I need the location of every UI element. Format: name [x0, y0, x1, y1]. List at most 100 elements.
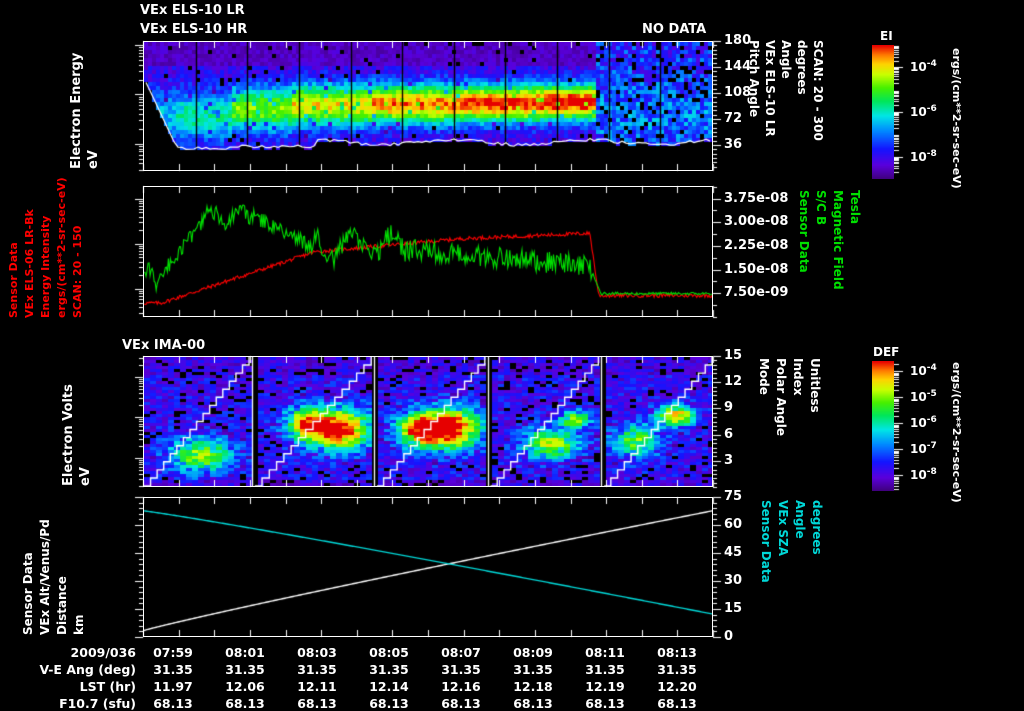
panel3-colorbar-name: DEF: [873, 345, 900, 359]
bottom-table-cell-r0-c0: 07:59: [153, 645, 193, 660]
panel3-colorbar-units-line-0: ergs/(cm**2-sr-sec-eV): [950, 362, 963, 503]
panel3-right-axis-label-line-3: Unitless: [808, 358, 822, 413]
panel4-right-axis-label-line-3: degrees: [810, 500, 824, 555]
bottom-table-cell-r3-c4: 68.13: [441, 696, 481, 711]
panel1-cb-tick-2: 10-8: [910, 148, 937, 164]
bottom-table-cell-r0-c4: 08:07: [441, 645, 481, 660]
panel1-right-axis-label-line-3: degrees: [795, 40, 809, 95]
bottom-table-cell-r2-c0: 11.97: [153, 679, 193, 694]
bottom-table-cell-r3-c3: 68.13: [369, 696, 409, 711]
panel1-colorbar-units-line-0: ergs/(cm**2-sr-sec-eV): [950, 48, 963, 189]
panel3-right-tick-12: 12: [724, 374, 743, 390]
bottom-table-cell-r0-c1: 08:01: [225, 645, 265, 660]
panel3-right-axis-label-line-2: Index: [791, 358, 805, 396]
panel1-right-axis-label-line-2: Angle: [779, 40, 793, 79]
panel3-right-axis-label-line-1: Polar Angle: [774, 358, 788, 437]
panel1-cb-tick-0: 10-4: [910, 59, 937, 75]
panel2-right-tick-3: 1.50e-08: [724, 261, 789, 277]
panel4-right-tick-0: 0: [724, 629, 734, 644]
panel2-left-axis-label-line-3: ergs/(cm**2-sr-sec-eV): [55, 177, 68, 318]
bottom-table-cell-r2-c4: 12.16: [441, 679, 481, 694]
bottom-table-cell-r1-c7: 31.35: [657, 662, 697, 677]
panel2-right-tick-4: 7.50e-09: [724, 285, 789, 301]
bottom-table-cell-r0-c2: 08:03: [297, 645, 337, 660]
panel1-left-axis-label-line-0: Electron Energy: [69, 52, 84, 169]
panel3-cb-tick-1: 10-5: [910, 389, 937, 405]
panel4-right-tick-45: 45: [724, 545, 743, 560]
panel1-colorbar: [872, 45, 894, 179]
panel1-right-tick-72: 72: [724, 111, 743, 126]
panel3-left-axis-label-line-1: eV: [78, 467, 93, 486]
bottom-table-cell-r2-c5: 12.18: [513, 679, 553, 694]
panel1-axis-ticks: [113, 36, 733, 178]
bottom-table-row-label-1: V-E Ang (deg): [39, 662, 136, 677]
panel3-right-tick-3: 3: [724, 452, 734, 468]
bottom-table-row-label-2: LST (hr): [79, 679, 136, 694]
panel1-right-tick-180: 180: [724, 33, 752, 48]
panel3-right-tick-15: 15: [724, 348, 743, 363]
panel4-right-axis-label-line-1: VEx SZA: [776, 500, 790, 557]
panel3-left-axis-label-line-0: Electron Volts: [61, 384, 76, 486]
bottom-table-cell-r1-c1: 31.35: [225, 662, 265, 677]
panel4-left-axis-label-line-0: Sensor Data: [21, 552, 35, 635]
panel2-axis-ticks: [113, 181, 733, 324]
bottom-table-cell-r0-c6: 08:11: [585, 645, 625, 660]
panel3-right-axis-label-line-0: Mode: [757, 358, 771, 395]
panel3-right-tick-6: 6: [724, 426, 734, 442]
bottom-table-cell-r3-c6: 68.13: [585, 696, 625, 711]
panel1-right-axis-label-line-1: VEx ELS-10 LR: [763, 40, 777, 137]
panel1-colorbar-ticks: [894, 40, 908, 184]
bottom-table-cell-r1-c3: 31.35: [369, 662, 409, 677]
panel1-title-hr: VEx ELS-10 HR: [140, 22, 248, 37]
panel1-right-tick-108: 108: [724, 85, 752, 100]
panel1-right-axis-label-line-4: SCAN: 20 - 300: [811, 40, 825, 141]
panel3-cb-tick-0: 10-4: [910, 363, 937, 379]
panel1-left-axis-label: Electron Energy eV: [69, 45, 101, 169]
panel1-cb-tick-1: 10-6: [910, 104, 937, 119]
bottom-table-cell-r3-c1: 68.13: [225, 696, 265, 711]
panel2-right-axis-label-line-0: Sensor Data: [797, 190, 811, 273]
bottom-table-cell-r1-c6: 31.35: [585, 662, 625, 677]
bottom-table-row-label-3: F10.7 (sfu): [59, 696, 136, 711]
bottom-table-cell-r0-c3: 08:05: [369, 645, 409, 660]
panel1-right-tick-36: 36: [724, 137, 743, 152]
panel2-right-axis-label-line-1: S/C B: [814, 190, 828, 226]
bottom-table-cell-r1-c2: 31.35: [297, 662, 337, 677]
panel4-right-tick-75: 75: [724, 489, 743, 504]
bottom-table-cell-r3-c5: 68.13: [513, 696, 553, 711]
panel2-left-axis-label-line-4: SCAN: 20 - 150: [71, 225, 84, 318]
bottom-table-cell-r2-c2: 12.11: [297, 679, 337, 694]
panel1-left-axis-label-line-1: eV: [86, 150, 101, 169]
bottom-table-cell-r2-c3: 12.14: [369, 679, 409, 694]
bottom-table-cell-r1-c0: 31.35: [153, 662, 193, 677]
panel4-right-axis-label-line-0: Sensor Data: [759, 500, 773, 583]
panel1-colorbar-name: EI: [880, 29, 893, 43]
bottom-table-cell-r2-c7: 12.20: [657, 679, 697, 694]
panel2-left-axis-label-line-0: Sensor Data: [7, 242, 20, 318]
panel3-colorbar-ticks: [894, 356, 908, 496]
bottom-table-cell-r2-c6: 12.19: [585, 679, 625, 694]
panel1-title-lr: VEx ELS-10 LR: [140, 3, 245, 18]
panel4-left-axis-label-line-1: VEx Alt/Venus/Pd: [38, 519, 52, 635]
panel2-right-tick-1: 3.00e-08: [724, 214, 789, 230]
bottom-table-cell-r1-c5: 31.35: [513, 662, 553, 677]
panel2-left-axis-label-line-1: VEx ELS-06 LR-Bk: [23, 209, 36, 318]
panel1-right-axis-label-line-0: Pitch Angle: [747, 40, 761, 118]
bottom-table-cell-r0-c7: 08:13: [657, 645, 697, 660]
panel4-right-tick-30: 30: [724, 573, 743, 588]
bottom-table-cell-r0-c5: 08:09: [513, 645, 553, 660]
panel3-cb-tick-4: 10-8: [910, 467, 937, 483]
panel3-cb-tick-2: 10-6: [910, 415, 937, 431]
bottom-table-cell-r2-c1: 12.06: [225, 679, 265, 694]
bottom-table-row-label-0: 2009/036: [70, 645, 136, 660]
bottom-table-cell-r3-c0: 68.13: [153, 696, 193, 711]
panel3-title: VEx IMA-00: [122, 338, 206, 353]
panel1-right-tick-144: 144: [724, 59, 752, 74]
bottom-table-cell-r1-c4: 31.35: [441, 662, 481, 677]
panel4-right-axis-label-line-2: Angle: [793, 500, 807, 539]
panel4-left-axis-label-line-2: Distance: [55, 576, 69, 635]
bottom-parameter-table: 2009/036 V-E Ang (deg) LST (hr) F10.7 (sfu)…: [0, 645, 1024, 711]
panel2-right-axis-label-line-2: Magnetic Field: [831, 190, 845, 290]
panel3-cb-tick-3: 10-7: [910, 441, 937, 457]
